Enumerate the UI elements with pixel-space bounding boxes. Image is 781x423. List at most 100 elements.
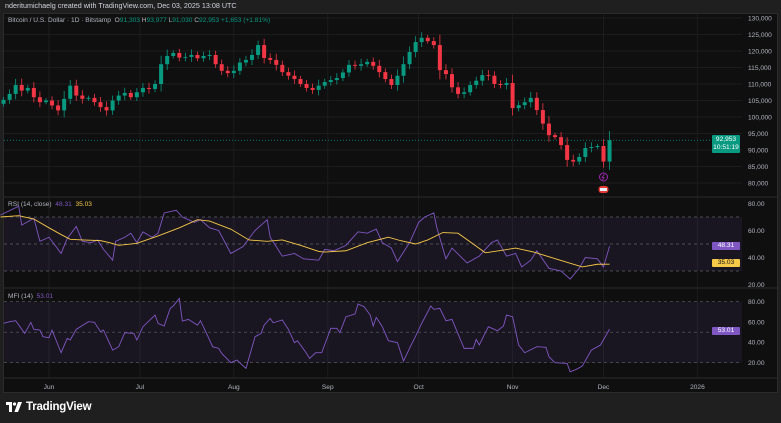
candle-body [274, 59, 279, 65]
time-axis-label: Jul [136, 384, 145, 391]
candle-body [419, 37, 424, 43]
candle-body [183, 56, 188, 58]
symbol-legend[interactable]: Bitcoin / U.S. Dollar · 1D · Bitstamp O9… [8, 17, 270, 24]
candle-body [504, 83, 509, 85]
time-axis-label: Aug [228, 384, 240, 391]
candle-body [171, 52, 176, 56]
price-axis-label: 85,000 [748, 164, 769, 171]
candle-body [316, 85, 321, 90]
candle-body [140, 87, 145, 93]
candle-body [401, 64, 406, 76]
candle-body [122, 92, 127, 96]
rsi-legend-value: 48.31 [55, 201, 72, 208]
open-value: 91,303 [119, 17, 140, 24]
candle-body [189, 54, 194, 57]
chart-frame[interactable] [3, 13, 778, 393]
price-axis-label: 105,000 [748, 98, 772, 105]
mfi-axis-label: 60.00 [748, 319, 765, 326]
candle-body [304, 84, 309, 88]
change-value: +1,653 (+1.81%) [221, 17, 271, 24]
candle-body [256, 45, 261, 55]
candle-body [43, 100, 48, 103]
candle-body [104, 107, 109, 111]
lightning-event-icon [598, 172, 608, 182]
low-label: L [168, 17, 173, 24]
rsi-legend[interactable]: RSI (14, close) 48.31 35.03 [8, 201, 92, 208]
candle-body [474, 80, 479, 85]
open-label: O [114, 17, 120, 24]
candle-body [159, 64, 164, 84]
mfi-legend-value: 53.01 [36, 293, 54, 300]
mfi-title: MFI (14) [8, 293, 33, 300]
candle-body [522, 102, 527, 106]
candle-body [589, 147, 594, 149]
mfi-value-badge: 53.01 [712, 327, 740, 335]
candle-body [595, 146, 600, 148]
candle-body [177, 52, 182, 58]
rsi-axis-label: 60.00 [748, 228, 765, 235]
candle-body [165, 55, 170, 65]
time-axis-label: Oct [414, 384, 424, 391]
mfi-axis-label: 20.00 [748, 360, 765, 367]
candle-body [153, 84, 158, 89]
candle-body [359, 64, 364, 66]
candle-body [377, 65, 382, 73]
candle-body [195, 54, 200, 59]
price-axis-label: 110,000 [748, 81, 772, 88]
candle-body [462, 92, 467, 94]
candle-body [340, 72, 345, 79]
last-price-badge: 92,953 10:51:19 [712, 135, 740, 153]
candle-body [62, 98, 67, 111]
candle-body [365, 61, 370, 65]
high-label: H [141, 17, 147, 24]
candle-body [92, 97, 97, 103]
candle-body [449, 74, 454, 88]
brand-name: TradingView [26, 401, 92, 413]
candle-body [286, 72, 291, 76]
rsi-axis-label: 80.00 [748, 201, 765, 208]
time-axis-label: Dec [598, 384, 610, 391]
candle-body [353, 64, 358, 66]
candle-body [74, 85, 79, 96]
candle-body [546, 123, 551, 136]
tradingview-logo[interactable]: TradingView [6, 401, 92, 413]
candle-body [37, 97, 42, 103]
rsi-value-badge: 48.31 [712, 242, 740, 250]
rsi-line [0, 205, 610, 280]
candle-body [407, 51, 412, 65]
mfi-legend[interactable]: MFI (14) 53.01 [8, 293, 53, 300]
candle-body [19, 84, 24, 91]
candle-body [250, 54, 255, 60]
candle-body [498, 84, 503, 85]
candle-body [565, 145, 570, 160]
candle-body [262, 45, 267, 58]
mfi-axis-label: 40.00 [748, 340, 765, 347]
rsi-axis-label: 20.00 [748, 282, 765, 289]
candle-body [437, 45, 442, 71]
attribution-text: nderitumichaelg created with TradingView… [5, 1, 237, 10]
price-axis-label: 125,000 [748, 32, 772, 39]
candle-body [346, 64, 351, 73]
mfi-line [3, 297, 610, 373]
candle-body [492, 75, 497, 84]
symbol-name: Bitcoin / U.S. Dollar · 1D · Bitstamp [8, 17, 111, 24]
close-value: 92,953 [199, 17, 220, 24]
candle-body [553, 135, 558, 138]
candle-body [571, 159, 576, 162]
price-axis-label: 80,000 [748, 180, 769, 187]
rsi-title: RSI (14, close) [8, 201, 52, 208]
price-axis-label: 90,000 [748, 147, 769, 154]
candle-body [80, 95, 85, 99]
candle-body [213, 54, 218, 65]
candle-body [310, 87, 315, 90]
time-axis-label: Jun [44, 384, 55, 391]
flag-stripe [599, 188, 607, 191]
candle-body [516, 105, 521, 109]
candle-body [607, 140, 612, 162]
candle-body [322, 82, 327, 86]
candle-body [280, 64, 285, 73]
high-value: 93,977 [146, 17, 167, 24]
tradingview-logo-icon [6, 402, 22, 412]
candle-body [50, 100, 55, 106]
